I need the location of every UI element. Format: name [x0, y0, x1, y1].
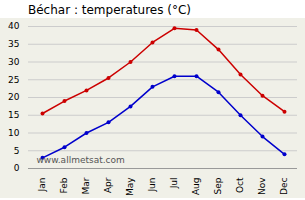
- html-text:Béchar : temperatures (°C): Béchar : temperatures (°C): [28, 3, 191, 17]
- svg-text:0: 0: [14, 163, 20, 173]
- svg-text:Dec: Dec: [279, 177, 289, 194]
- svg-text:20: 20: [8, 92, 20, 102]
- svg-text:Jul: Jul: [169, 178, 179, 190]
- svg-text:Nov: Nov: [257, 177, 267, 195]
- svg-text:May: May: [125, 177, 135, 196]
- svg-text:35: 35: [8, 39, 19, 49]
- svg-text:5: 5: [14, 146, 20, 156]
- svg-text:Sep: Sep: [213, 177, 223, 194]
- svg-text:40: 40: [8, 21, 20, 31]
- svg-text:www.allmetsat.com: www.allmetsat.com: [37, 155, 125, 165]
- svg-text:Feb: Feb: [59, 177, 69, 193]
- svg-text:Aug: Aug: [191, 178, 201, 196]
- svg-text:Oct: Oct: [235, 177, 245, 193]
- svg-text:25: 25: [8, 75, 19, 85]
- svg-text:15: 15: [8, 110, 19, 120]
- svg-text:Jun: Jun: [147, 178, 157, 193]
- svg-text:Jan: Jan: [37, 178, 47, 193]
- svg-text:10: 10: [8, 128, 20, 138]
- svg-text:Apr: Apr: [103, 177, 113, 193]
- svg-text:Mar: Mar: [81, 177, 91, 194]
- svg-text:30: 30: [8, 57, 20, 67]
